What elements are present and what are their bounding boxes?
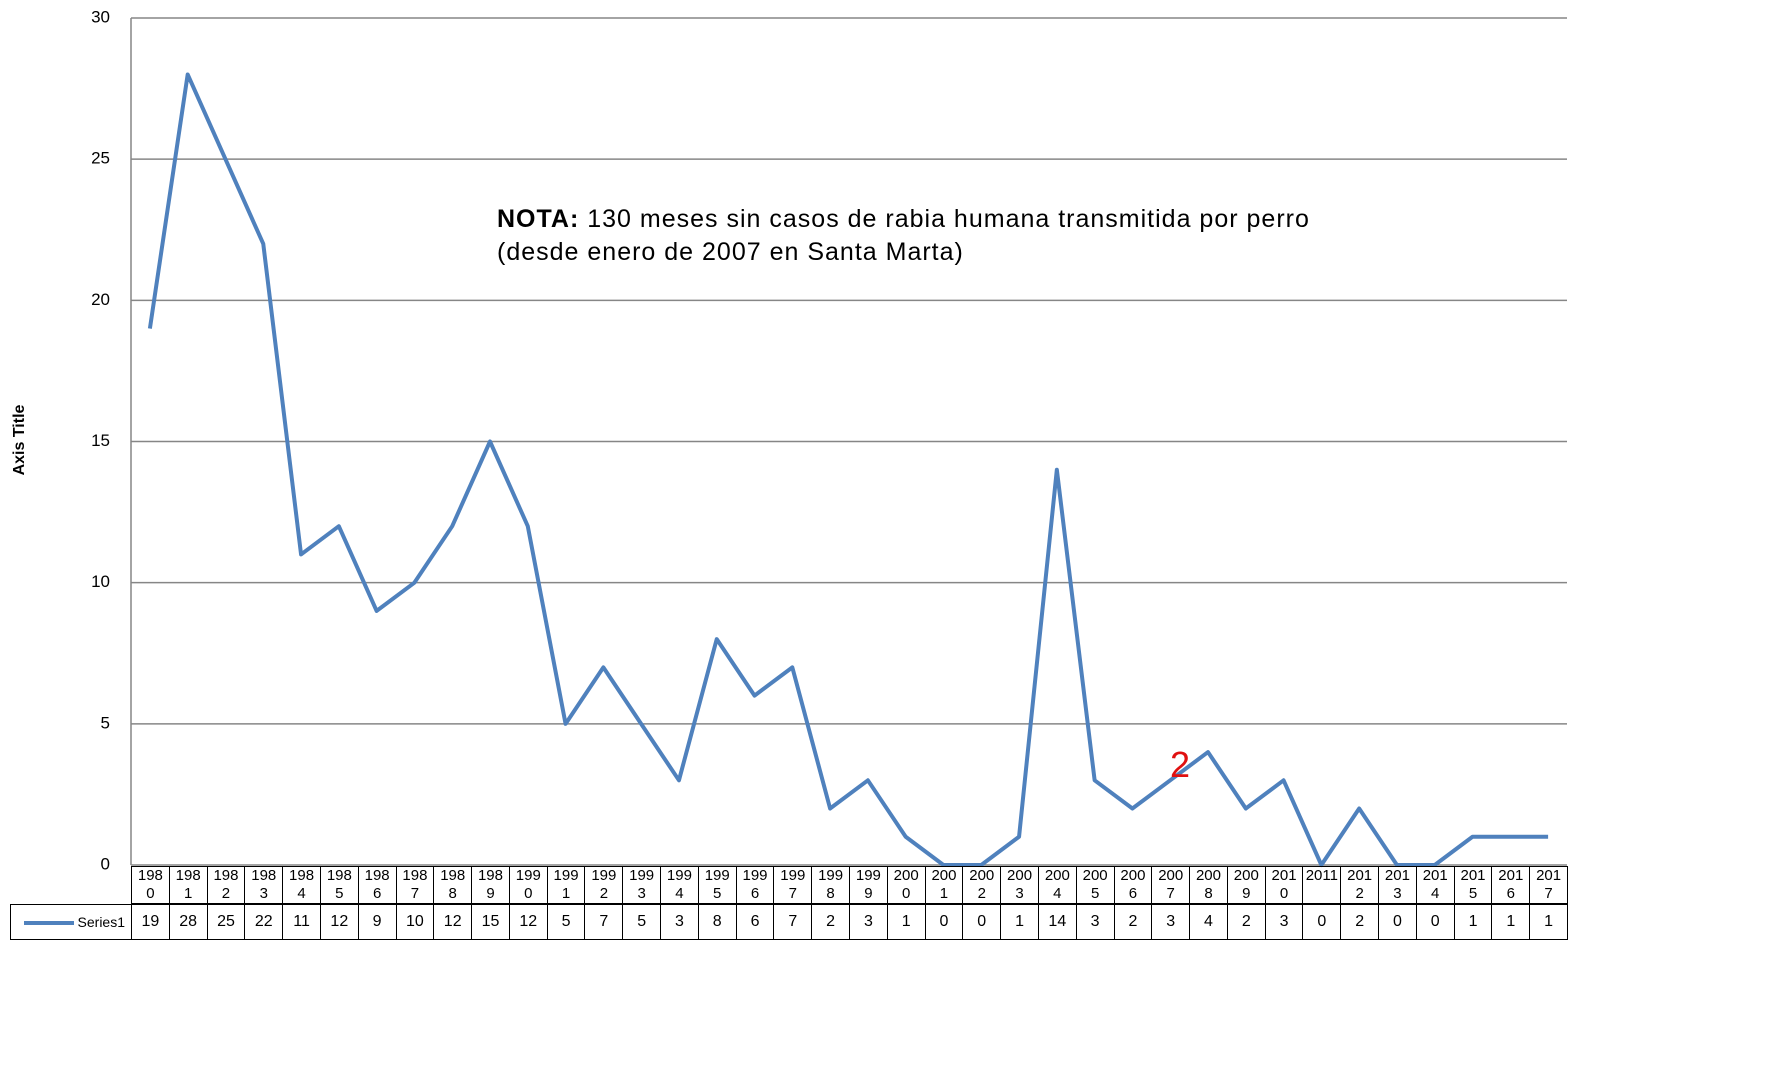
table-value: 5 bbox=[546, 904, 586, 940]
table-value: 7 bbox=[584, 904, 624, 940]
table-value: 2 bbox=[1340, 904, 1380, 940]
x-tick-label: 1993 bbox=[622, 866, 662, 904]
x-tick-label: 1983 bbox=[244, 866, 284, 904]
table-value: 0 bbox=[1415, 904, 1455, 940]
table-value: 25 bbox=[206, 904, 246, 940]
legend-swatch bbox=[23, 921, 74, 926]
table-value: 1 bbox=[886, 904, 926, 940]
legend-cell: Series1 bbox=[10, 904, 132, 940]
x-tick-label: 2010 bbox=[1264, 866, 1304, 904]
table-value: 12 bbox=[433, 904, 473, 940]
legend-label: Series1 bbox=[77, 914, 125, 930]
table-value: 1 bbox=[1000, 904, 1039, 940]
x-tick-label: 2003 bbox=[1000, 866, 1039, 904]
table-value: 15 bbox=[471, 904, 510, 940]
x-tick-label: 1986 bbox=[357, 866, 397, 904]
table-value: 6 bbox=[735, 904, 775, 940]
table-value: 19 bbox=[131, 904, 170, 940]
table-value: 22 bbox=[244, 904, 284, 940]
line-series bbox=[147, 72, 1549, 867]
x-tick-label: 1987 bbox=[395, 866, 435, 904]
x-tick-label: 1992 bbox=[584, 866, 624, 904]
y-tick-label: 0 bbox=[101, 854, 110, 873]
marker-annotation: 2 bbox=[1170, 744, 1191, 785]
x-tick-label: 1981 bbox=[168, 866, 208, 904]
x-tick-label: 2016 bbox=[1491, 866, 1531, 904]
x-tick-label: 1996 bbox=[735, 866, 775, 904]
note-label: NOTA: bbox=[497, 205, 580, 233]
table-value: 2 bbox=[811, 904, 850, 940]
x-tick-label: 1994 bbox=[660, 866, 699, 904]
table-value: 12 bbox=[319, 904, 359, 940]
x-tick-label: 1990 bbox=[508, 866, 548, 904]
table-value: 0 bbox=[1302, 904, 1342, 940]
x-tick-label: 1985 bbox=[319, 866, 359, 904]
table-value: 1 bbox=[1529, 904, 1568, 940]
table-value: 8 bbox=[697, 904, 737, 940]
x-tick-label: 1998 bbox=[811, 866, 850, 904]
table-value: 3 bbox=[1075, 904, 1115, 940]
table-value: 3 bbox=[1151, 904, 1191, 940]
x-tick-label: 2002 bbox=[962, 866, 1002, 904]
table-value: 11 bbox=[282, 904, 321, 940]
x-tick-label: 2001 bbox=[924, 866, 964, 904]
x-tick-label: 2007 bbox=[1151, 866, 1191, 904]
x-tick-label: 2011 bbox=[1302, 866, 1342, 904]
table-value: 7 bbox=[773, 904, 813, 940]
table-value: 4 bbox=[1189, 904, 1228, 940]
x-tick-label: 1982 bbox=[206, 866, 246, 904]
x-tick-label: 1991 bbox=[546, 866, 586, 904]
x-tick-label: 2012 bbox=[1340, 866, 1380, 904]
table-value: 28 bbox=[168, 904, 208, 940]
y-tick-label: 25 bbox=[91, 149, 110, 168]
x-tick-label: 1997 bbox=[773, 866, 813, 904]
table-value: 3 bbox=[1264, 904, 1304, 940]
y-tick-label: 5 bbox=[101, 713, 110, 732]
table-value: 0 bbox=[1378, 904, 1417, 940]
annotation: NOTA: 130 meses sin casos de rabia human… bbox=[497, 203, 1397, 269]
table-value: 3 bbox=[660, 904, 699, 940]
table-value: 10 bbox=[395, 904, 435, 940]
y-tick-label: 30 bbox=[91, 7, 110, 26]
x-tick-label: 2009 bbox=[1226, 866, 1266, 904]
table-value: 9 bbox=[357, 904, 397, 940]
y-tick-label: 20 bbox=[91, 290, 110, 309]
x-tick-label: 1999 bbox=[849, 866, 888, 904]
x-tick-label: 1984 bbox=[282, 866, 321, 904]
x-tick-label: 2008 bbox=[1189, 866, 1228, 904]
y-tick-label: 15 bbox=[91, 431, 110, 450]
table-value: 3 bbox=[849, 904, 888, 940]
x-tick-label: 1995 bbox=[697, 866, 737, 904]
table-value: 14 bbox=[1037, 904, 1077, 940]
table-value: 0 bbox=[924, 904, 964, 940]
table-value: 2 bbox=[1226, 904, 1266, 940]
x-tick-label: 1988 bbox=[433, 866, 473, 904]
table-value: 2 bbox=[1113, 904, 1153, 940]
x-tick-label: 2005 bbox=[1075, 866, 1115, 904]
x-tick-label: 2015 bbox=[1453, 866, 1493, 904]
x-tick-label: 1980 bbox=[131, 866, 170, 904]
x-tick-label: 2004 bbox=[1037, 866, 1077, 904]
x-tick-label: 2014 bbox=[1415, 866, 1455, 904]
table-value: 12 bbox=[508, 904, 548, 940]
x-tick-label: 2006 bbox=[1113, 866, 1153, 904]
x-tick-label: 1989 bbox=[471, 866, 510, 904]
x-tick-label: 2000 bbox=[886, 866, 926, 904]
note-text: 130 meses sin casos de rabia humana tran… bbox=[497, 205, 1310, 266]
x-tick-label: 2013 bbox=[1378, 866, 1417, 904]
table-value: 1 bbox=[1491, 904, 1531, 940]
x-tick-label: 2017 bbox=[1529, 866, 1568, 904]
y-axis-title: Axis Title bbox=[11, 404, 28, 476]
table-value: 1 bbox=[1453, 904, 1493, 940]
table-value: 0 bbox=[962, 904, 1002, 940]
y-tick-label: 10 bbox=[91, 572, 110, 591]
table-value: 5 bbox=[622, 904, 662, 940]
